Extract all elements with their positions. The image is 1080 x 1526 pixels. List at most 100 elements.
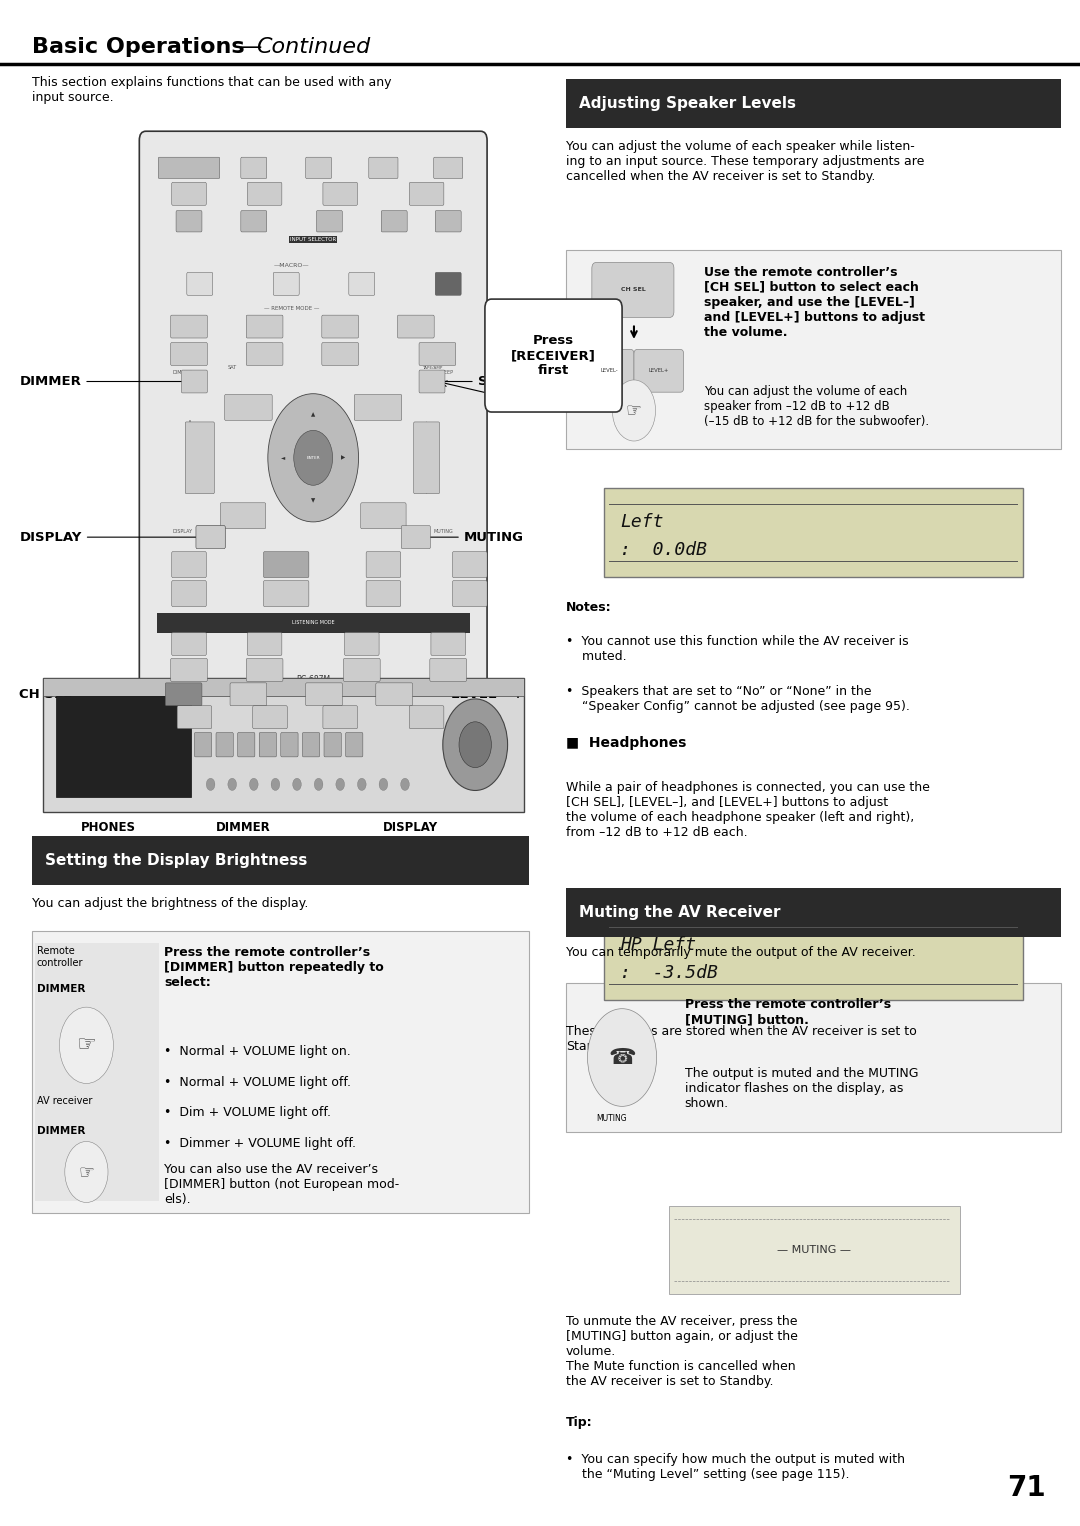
Text: —: — xyxy=(240,37,262,56)
Text: ☞: ☞ xyxy=(79,1163,94,1181)
Text: PHONES: PHONES xyxy=(81,821,135,835)
Text: STEREO: STEREO xyxy=(180,642,198,645)
Text: You can adjust the brightness of the display.: You can adjust the brightness of the dis… xyxy=(32,897,309,911)
FancyBboxPatch shape xyxy=(584,349,634,392)
FancyBboxPatch shape xyxy=(361,502,406,528)
Text: :  -3.5dB: : -3.5dB xyxy=(620,964,718,981)
Text: HP Left: HP Left xyxy=(620,935,696,954)
FancyBboxPatch shape xyxy=(634,349,684,392)
Text: You can adjust the volume of each speaker while listen-
ing to an input source. : You can adjust the volume of each speake… xyxy=(566,140,924,183)
Bar xyxy=(35,943,159,1201)
FancyBboxPatch shape xyxy=(172,182,206,204)
FancyBboxPatch shape xyxy=(409,182,444,204)
Text: Setting the Display Brightness: Setting the Display Brightness xyxy=(45,853,308,868)
Circle shape xyxy=(268,394,359,522)
FancyBboxPatch shape xyxy=(32,836,529,885)
FancyBboxPatch shape xyxy=(247,182,282,204)
Text: •  Normal + VOLUME light off.: • Normal + VOLUME light off. xyxy=(164,1076,351,1090)
FancyBboxPatch shape xyxy=(381,211,407,232)
Text: — MUTING —: — MUTING — xyxy=(778,1245,851,1254)
Circle shape xyxy=(379,778,388,790)
Text: DISPLAY: DISPLAY xyxy=(382,821,438,835)
FancyBboxPatch shape xyxy=(485,299,622,412)
FancyBboxPatch shape xyxy=(172,580,206,606)
Text: SLEEP: SLEEP xyxy=(438,369,454,375)
FancyBboxPatch shape xyxy=(592,262,674,317)
Text: CH: CH xyxy=(197,441,203,444)
Text: The output is muted and the MUTING
indicator flashes on the display, as
shown.: The output is muted and the MUTING indic… xyxy=(685,1067,918,1109)
Circle shape xyxy=(228,778,237,790)
FancyBboxPatch shape xyxy=(246,314,283,337)
Text: •  Normal + VOLUME light on.: • Normal + VOLUME light on. xyxy=(164,1045,351,1059)
Circle shape xyxy=(314,778,323,790)
FancyBboxPatch shape xyxy=(345,632,379,655)
FancyBboxPatch shape xyxy=(187,272,213,296)
Text: GUIDE ▼ EXIT: GUIDE ▼ EXIT xyxy=(297,505,329,511)
FancyBboxPatch shape xyxy=(241,157,267,179)
Text: Adjusting Speaker Levels: Adjusting Speaker Levels xyxy=(579,96,796,111)
Text: ☞: ☞ xyxy=(77,1035,96,1056)
FancyBboxPatch shape xyxy=(247,632,282,655)
Text: LISTENING MODE: LISTENING MODE xyxy=(292,620,335,626)
Text: ⏮⏮: ⏮⏮ xyxy=(185,562,193,568)
FancyBboxPatch shape xyxy=(171,343,207,365)
Text: ▼: ▼ xyxy=(311,497,315,504)
FancyBboxPatch shape xyxy=(241,211,267,232)
FancyBboxPatch shape xyxy=(139,131,487,707)
Text: ▲: ▲ xyxy=(424,421,429,427)
FancyBboxPatch shape xyxy=(194,732,212,757)
Circle shape xyxy=(443,699,508,790)
FancyBboxPatch shape xyxy=(366,580,401,606)
FancyBboxPatch shape xyxy=(324,732,341,757)
Text: VCR: VCR xyxy=(266,710,274,713)
Text: ▶▶: ▶▶ xyxy=(281,562,292,568)
Circle shape xyxy=(293,778,301,790)
Text: You can adjust the volume of each
speaker from –12 dB to +12 dB
(–15 dB to +12 d: You can adjust the volume of each speake… xyxy=(704,385,929,427)
FancyBboxPatch shape xyxy=(414,421,440,493)
FancyBboxPatch shape xyxy=(430,658,467,681)
FancyBboxPatch shape xyxy=(419,343,456,365)
Circle shape xyxy=(59,1007,113,1083)
FancyBboxPatch shape xyxy=(225,394,272,420)
FancyBboxPatch shape xyxy=(246,658,283,681)
Text: LEVEL+: LEVEL+ xyxy=(649,368,669,374)
Circle shape xyxy=(294,430,333,485)
Text: –: – xyxy=(186,487,192,496)
Text: Tip:: Tip: xyxy=(566,1416,593,1430)
FancyBboxPatch shape xyxy=(177,705,212,728)
Bar xyxy=(56,696,191,797)
Text: ▼: ▼ xyxy=(424,488,429,494)
Text: Press the remote controller’s
[MUTING] button.: Press the remote controller’s [MUTING] b… xyxy=(685,998,891,1025)
Text: RC-687M: RC-687M xyxy=(296,674,330,684)
Text: AUDIO: AUDIO xyxy=(193,472,206,475)
Text: •  Dim + VOLUME light off.: • Dim + VOLUME light off. xyxy=(164,1106,332,1120)
Text: Use the remote controller’s
[CH SEL] button to select each
speaker, and use the : Use the remote controller’s [CH SEL] but… xyxy=(704,266,926,339)
Text: VOL: VOL xyxy=(421,439,432,446)
Text: These settings are stored when the AV receiver is set to
Standby.: These settings are stored when the AV re… xyxy=(566,1025,917,1053)
Bar xyxy=(43,678,524,696)
FancyBboxPatch shape xyxy=(431,632,465,655)
FancyBboxPatch shape xyxy=(566,888,1061,937)
FancyBboxPatch shape xyxy=(306,157,332,179)
Text: CH SEL: CH SEL xyxy=(19,688,247,700)
FancyBboxPatch shape xyxy=(349,272,375,296)
Text: SAT: SAT xyxy=(228,365,237,371)
Circle shape xyxy=(401,778,409,790)
FancyBboxPatch shape xyxy=(402,525,430,548)
Text: ◄: ◄ xyxy=(281,455,285,461)
Text: DISC: DISC xyxy=(194,456,205,459)
FancyBboxPatch shape xyxy=(566,983,1061,1132)
Text: DIMMER: DIMMER xyxy=(37,984,85,995)
Text: DIMMER: DIMMER xyxy=(19,375,193,388)
Text: This section explains functions that can be used with any
input source.: This section explains functions that can… xyxy=(32,76,392,104)
Text: —DVD—: —DVD— xyxy=(337,710,354,713)
FancyBboxPatch shape xyxy=(453,580,487,606)
FancyBboxPatch shape xyxy=(343,658,380,681)
FancyBboxPatch shape xyxy=(369,157,399,179)
FancyBboxPatch shape xyxy=(435,211,461,232)
Text: ☞: ☞ xyxy=(626,401,642,420)
Text: Left: Left xyxy=(620,513,663,531)
Text: —MACRO—: —MACRO— xyxy=(274,262,309,269)
Text: ——: —— xyxy=(178,691,189,697)
Text: DISPLAY: DISPLAY xyxy=(19,531,210,543)
